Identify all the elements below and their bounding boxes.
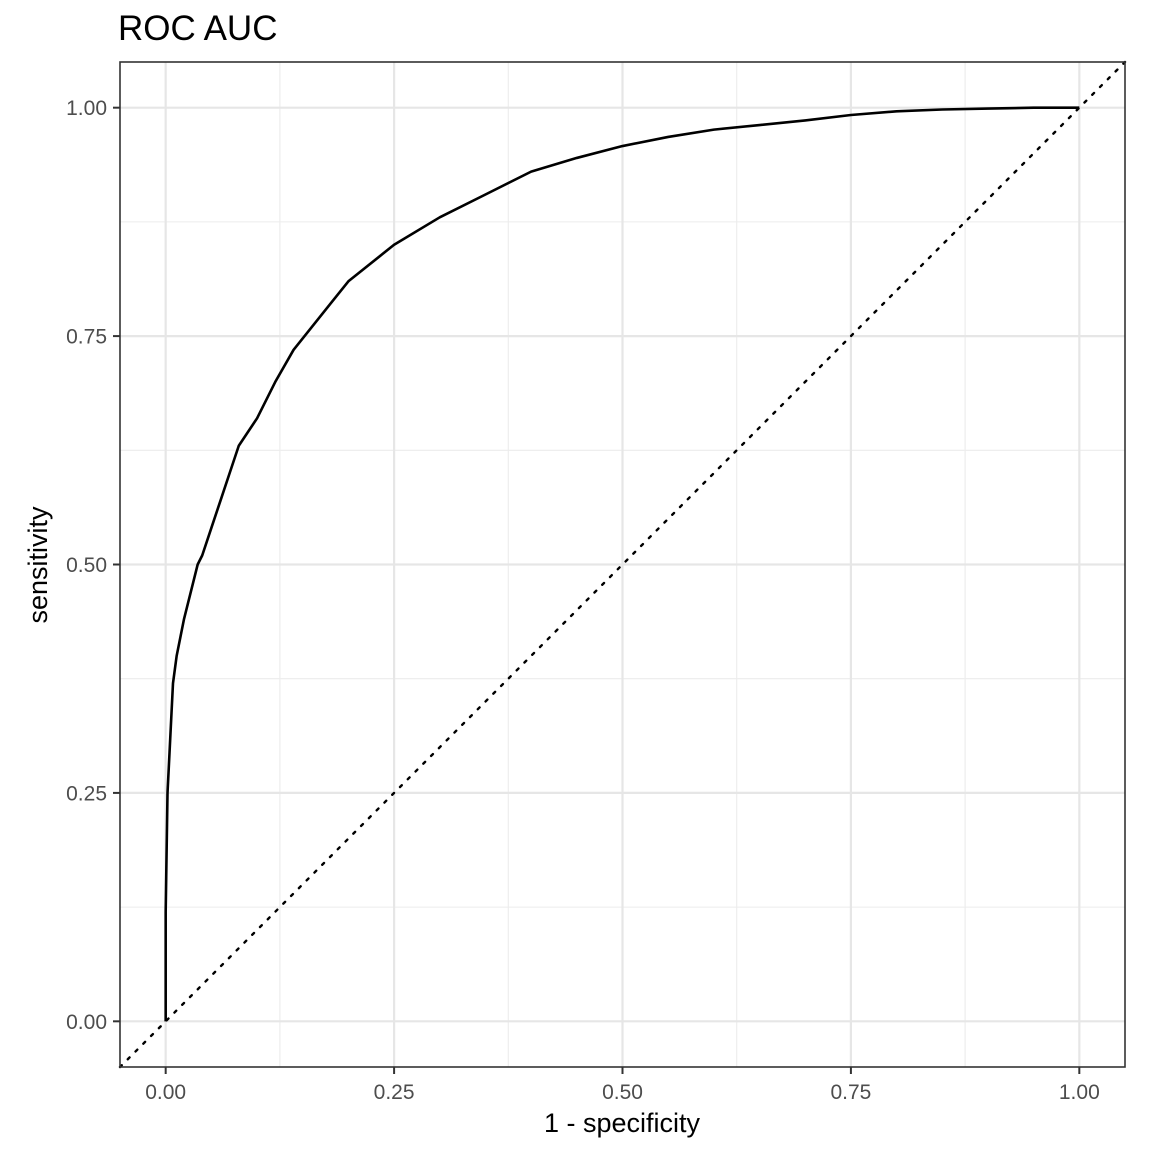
x-tick-label-2: 0.50 [602, 1081, 643, 1104]
y-tick-label-0: 0.00 [66, 1011, 107, 1034]
y-axis: 0.00 0.25 0.50 0.75 1.00 [66, 97, 120, 1034]
x-tick-label-3: 0.75 [830, 1081, 871, 1104]
plot-area [118, 60, 1127, 1069]
y-tick-label-3: 0.75 [66, 326, 107, 349]
x-axis: 0.00 0.25 0.50 0.75 1.00 [145, 1067, 1100, 1104]
y-tick-label-2: 0.50 [66, 554, 107, 577]
roc-curve-line [164, 106, 1080, 1022]
x-tick-label-1: 0.25 [374, 1081, 415, 1104]
x-tick-label-4: 1.00 [1059, 1081, 1100, 1104]
y-axis-title: sensitivity [23, 506, 53, 624]
chart-title: ROC AUC [118, 9, 277, 48]
grid-major [120, 62, 1125, 1067]
y-tick-label-1: 0.25 [66, 782, 107, 805]
x-tick-label-0: 0.00 [145, 1081, 186, 1104]
y-tick-label-4: 1.00 [66, 97, 107, 120]
x-axis-title: 1 - specificity [544, 1108, 701, 1138]
